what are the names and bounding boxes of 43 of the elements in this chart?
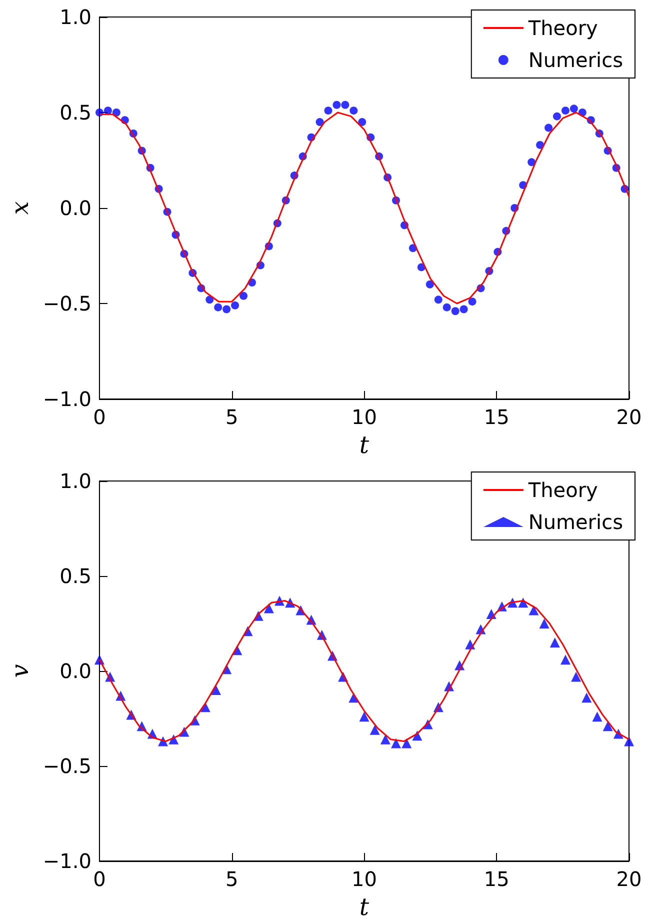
point [550, 638, 560, 648]
y-tick-label: −1.0 [42, 387, 92, 411]
x-tick-label: 15 [484, 867, 510, 891]
x-tick-label: 0 [93, 867, 106, 891]
x-tick-label: 10 [352, 867, 377, 891]
point [571, 672, 582, 682]
x-axis-title: t [359, 893, 370, 921]
point [359, 712, 370, 722]
legend-label: Theory [527, 478, 598, 502]
y-tick-label: 1.0 [60, 5, 92, 29]
x-axis-title: t [359, 431, 370, 459]
y-tick-label: 0.0 [60, 659, 92, 683]
point [528, 605, 539, 616]
legend-label: Theory [527, 16, 598, 40]
point [539, 618, 550, 628]
x-tick-label: 5 [225, 867, 238, 891]
y-tick-label: −0.5 [42, 292, 92, 316]
x-tick-label: 10 [352, 405, 377, 429]
x-tick-label: 15 [484, 405, 510, 429]
legend-label: Numerics [528, 510, 624, 534]
y-tick-label: 0.5 [60, 564, 92, 588]
point [391, 738, 402, 748]
y-tick-label: 0.5 [60, 100, 92, 124]
point [560, 654, 570, 665]
y-axis-title: x [6, 200, 34, 215]
point [370, 724, 380, 735]
x-tick-label: 20 [616, 867, 642, 891]
x-tick-label: 0 [93, 405, 106, 429]
point [624, 736, 634, 746]
y-tick-label: −1.0 [42, 849, 92, 873]
y-tick-label: −0.5 [42, 754, 92, 778]
point [592, 712, 602, 722]
point [582, 692, 592, 703]
point [602, 721, 613, 732]
y-tick-label: 1.0 [60, 469, 92, 493]
y-axis-title: v [6, 664, 34, 678]
x-tick-label: 20 [616, 405, 642, 429]
point [264, 603, 274, 614]
point [380, 734, 390, 744]
x-tick-label: 5 [225, 405, 238, 429]
y-tick-label: 0.0 [60, 196, 92, 220]
legend-label: Numerics [528, 48, 624, 72]
point [210, 685, 221, 695]
